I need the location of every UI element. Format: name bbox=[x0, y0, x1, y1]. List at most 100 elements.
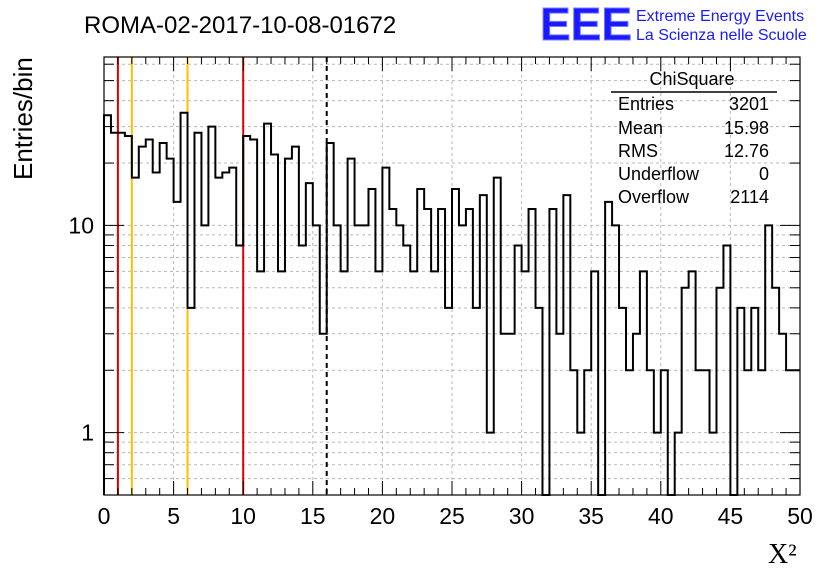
histogram-bin bbox=[299, 246, 306, 495]
stats-value-rms: 12.76 bbox=[724, 141, 769, 161]
histogram-bin bbox=[459, 225, 466, 495]
histogram-bin bbox=[556, 334, 563, 495]
histogram-bin bbox=[716, 288, 723, 495]
histogram-bin bbox=[334, 225, 341, 495]
x-axis-title: X² bbox=[768, 539, 797, 570]
histogram-bin bbox=[466, 209, 473, 495]
histogram-bin bbox=[111, 133, 118, 495]
histogram-bin bbox=[167, 159, 174, 495]
histogram-bin bbox=[382, 168, 389, 495]
histogram-bars bbox=[103, 111, 800, 496]
stats-label-rms: RMS bbox=[618, 141, 658, 161]
histogram-bin bbox=[250, 139, 257, 495]
stats-label-mean: Mean bbox=[618, 118, 663, 138]
x-tick-label: 15 bbox=[300, 503, 326, 529]
histogram-bin bbox=[661, 370, 668, 495]
histogram-bin bbox=[654, 433, 661, 495]
histogram-bin bbox=[508, 334, 515, 495]
stats-title: ChiSquare bbox=[649, 69, 734, 89]
histogram-bin bbox=[536, 308, 543, 495]
histogram-bin bbox=[355, 225, 362, 495]
histogram-bin bbox=[125, 136, 132, 495]
histogram-bin bbox=[723, 246, 730, 495]
stats-value-underflow: 0 bbox=[759, 164, 769, 184]
histogram-bin bbox=[306, 183, 313, 495]
histogram-bin bbox=[396, 225, 403, 495]
stats-box: ChiSquare Entries 3201 Mean 15.98 RMS 12… bbox=[611, 69, 777, 207]
histogram-bin bbox=[563, 195, 570, 495]
stats-value-overflow: 2114 bbox=[730, 187, 769, 207]
x-tick-label: 10 bbox=[230, 503, 256, 529]
histogram-bin bbox=[243, 136, 250, 495]
histogram-bin bbox=[417, 189, 424, 495]
histogram-bin bbox=[341, 271, 348, 495]
y-tick-label: 1 bbox=[81, 420, 94, 446]
histogram-bin bbox=[181, 113, 188, 495]
histogram-bin bbox=[591, 271, 598, 495]
histogram-bin bbox=[675, 433, 682, 495]
histogram-bin bbox=[188, 308, 195, 495]
histogram-bin bbox=[271, 154, 278, 495]
x-tick-label: 40 bbox=[648, 503, 674, 529]
histogram-bin bbox=[348, 159, 355, 495]
histogram-bin bbox=[257, 271, 264, 495]
y-axis-title: Entries/bin bbox=[8, 57, 38, 180]
histogram-bin bbox=[146, 139, 153, 495]
x-tick-label: 45 bbox=[718, 503, 744, 529]
histogram-bin bbox=[278, 271, 285, 495]
histogram-bin bbox=[375, 271, 382, 495]
histogram-bin bbox=[584, 370, 591, 495]
eee-logo-mark: EEE bbox=[540, 0, 632, 50]
histogram-bin bbox=[647, 370, 654, 495]
histogram-bin bbox=[744, 370, 751, 495]
histogram-bin bbox=[424, 209, 431, 495]
histogram-bin bbox=[682, 288, 689, 495]
histogram-bin bbox=[403, 246, 410, 495]
histogram-bin bbox=[779, 334, 786, 495]
stats-label-entries: Entries bbox=[618, 94, 674, 114]
y-tick-label: 10 bbox=[68, 212, 94, 238]
histogram-bin bbox=[208, 127, 215, 495]
eee-logo-line1: Extreme Energy Events bbox=[636, 8, 804, 25]
histogram-bin bbox=[104, 115, 111, 495]
histogram-bin bbox=[529, 209, 536, 495]
histogram-bin bbox=[605, 202, 612, 495]
histogram-bin bbox=[633, 334, 640, 495]
x-tick-label: 30 bbox=[509, 503, 535, 529]
histogram-bin bbox=[368, 189, 375, 495]
histogram-bin bbox=[710, 433, 717, 495]
histogram-bin bbox=[737, 308, 744, 495]
histogram-bin bbox=[577, 433, 584, 495]
histogram-bin bbox=[139, 147, 146, 495]
histogram-bin bbox=[327, 143, 334, 495]
histogram-bin bbox=[194, 133, 201, 495]
histogram-bin bbox=[264, 124, 271, 495]
histogram-bin bbox=[236, 246, 243, 495]
histogram-bin bbox=[612, 225, 619, 495]
histogram-bin bbox=[229, 168, 236, 495]
histogram-bin bbox=[118, 133, 125, 495]
histogram-bin bbox=[222, 173, 229, 495]
x-tick-label: 0 bbox=[98, 503, 111, 529]
histogram-bin bbox=[285, 159, 292, 495]
histogram-bin bbox=[703, 370, 710, 495]
histogram-bin bbox=[452, 189, 459, 495]
stats-label-overflow: Overflow bbox=[618, 187, 690, 207]
histogram-bin bbox=[494, 178, 501, 495]
x-tick-label: 35 bbox=[578, 503, 604, 529]
histogram-bin bbox=[292, 147, 299, 495]
x-tick-label: 5 bbox=[167, 503, 180, 529]
run-title: ROMA-02-2017-10-08-01672 bbox=[84, 12, 396, 39]
histogram-bin bbox=[619, 308, 626, 495]
histogram-bin bbox=[549, 209, 556, 495]
axis-ticks bbox=[103, 57, 801, 495]
histogram-bin bbox=[696, 370, 703, 495]
histogram-bin bbox=[445, 308, 452, 495]
histogram-bin bbox=[570, 370, 577, 495]
histogram-bin bbox=[438, 209, 445, 495]
histogram-bin bbox=[473, 308, 480, 495]
histogram-bin bbox=[215, 178, 222, 495]
histogram-bin bbox=[132, 178, 139, 495]
histogram-bin bbox=[522, 271, 529, 495]
